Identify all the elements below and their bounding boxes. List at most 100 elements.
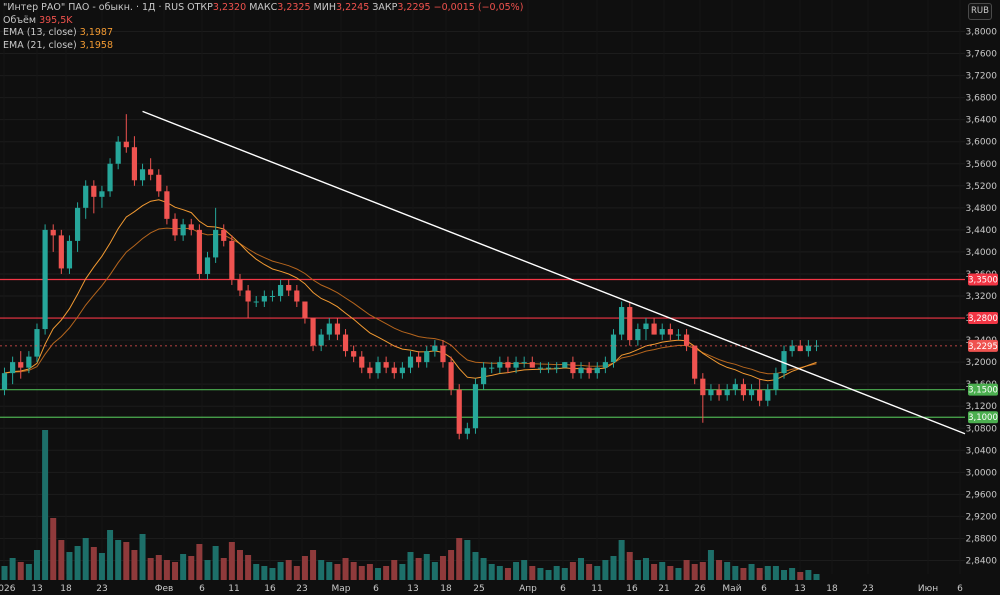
currency-badge[interactable]: RUB [968,3,992,20]
bullish-candle [643,323,649,330]
volume-bar [375,568,382,580]
bullish-candle [675,334,682,336]
volume-bar [342,558,349,580]
volume-bar [163,560,170,580]
time-tick-label: 21 [658,584,669,594]
candlesticks [1,114,820,440]
bearish-candle [188,224,194,230]
bullish-candle [375,362,381,374]
high-label: МАКС [249,2,278,13]
bullish-candle [115,141,121,164]
bearish-candle [383,362,389,368]
volume-bar [797,572,804,580]
volume-bar [521,560,528,580]
time-tick-label: 18 [60,584,72,594]
volume-bar [707,550,714,580]
bullish-candle [635,329,641,341]
time-tick-label: Май [722,584,741,594]
price-tick-label: 3,4400 [966,226,998,236]
volume-bar [602,560,609,580]
bullish-candle [204,257,211,274]
volume-bar [634,560,641,580]
price-tick-label: 3,4800 [966,204,998,214]
price-tick-label: 3,1200 [966,402,998,412]
volume-bar [155,555,162,580]
volume-bar [220,558,227,580]
ema13-line [4,199,817,382]
volume-bar [537,568,544,580]
price-axis[interactable]: 3,8000 3,7600 3,7200 3,6800 3,6400 3,6000 3,56… [966,28,998,567]
volume-bar [1,566,8,580]
bearish-candle [716,389,722,396]
price-tick-label: 3,7200 [966,72,998,82]
bearish-candle [586,367,592,374]
current-price-tag-label: 3,2295 [968,342,998,352]
price-tick-label: 3,5200 [966,182,998,192]
volume-bar [310,550,317,580]
volume-bar [253,564,260,580]
volume-bar [334,564,341,580]
volume-bar [98,553,105,580]
bearish-candle [334,323,341,335]
price-tick-label: 2,9600 [966,490,998,500]
time-axis[interactable]: 2026 13 18 23 Фев 6 11 16 23 Мар 6 13 18 25 Апр 6 11 16 21… [0,584,963,594]
volume-bar [675,568,682,580]
bullish-candle [277,284,284,296]
volume-bar [131,550,138,580]
bearish-candle [627,307,633,341]
price-tick-label: 3,6800 [966,94,998,104]
legend-ema21-row[interactable]: EMA (21, close) 3,1958 [3,40,523,53]
bullish-candle [708,389,714,396]
time-tick-label: Июн [918,584,938,594]
volume-bar [781,570,788,580]
chart-grid [0,31,965,561]
bullish-candle [26,356,32,368]
volume-bar [659,562,666,580]
volume-bar [651,564,658,580]
bearish-candle [196,229,202,274]
trendline[interactable] [142,110,966,435]
volume-bar [439,556,446,580]
price-tag-label: 3,2800 [968,314,998,324]
bullish-candle [732,384,738,390]
bullish-candle [513,362,519,368]
time-tick-label: 13 [31,584,42,594]
volume-bars [1,430,820,580]
bullish-candle [480,367,487,385]
volume-bar [318,560,325,580]
volume-bar [293,566,300,580]
bearish-candle [448,362,454,390]
bullish-candle [83,185,89,208]
bullish-candle [99,191,105,197]
bullish-candle [399,367,405,374]
price-tick-label: 3,2000 [966,358,998,368]
bearish-candle [667,329,673,335]
horizontal-levels[interactable] [0,278,965,418]
volume-bar [610,556,617,580]
volume-bar [196,544,203,580]
volume-bar [285,560,292,580]
volume-bar [188,556,195,580]
bearish-candle [391,367,397,374]
ema21-value: 3,1958 [79,39,114,51]
bearish-candle [237,279,243,291]
volume-bar [115,540,122,580]
time-tick-label: 13 [407,584,418,594]
volume-label: Объём [3,14,37,26]
time-tick-label: 13 [794,584,805,594]
volume-bar [82,538,89,580]
volume-bar [642,558,649,580]
volume-bar [358,566,365,580]
bearish-candle [570,362,576,374]
ema13-label: EMA (13, close) [3,27,77,38]
chart-legend: "Интер РАО" ПАО - обыкн. · 1Д · RUS ОТКР… [3,2,523,52]
price-tick-label: 3,0400 [966,446,998,456]
symbol-name[interactable]: "Интер РАО" ПАО - обыкн. · 1Д · RUS [3,2,185,13]
volume-bar [391,560,398,580]
ema21-line [4,227,817,375]
legend-ema13-row[interactable]: EMA (13, close) 3,1987 [3,27,523,40]
volume-bar [415,558,422,580]
legend-volume-row[interactable]: Объём 395,5K [3,15,523,28]
volume-bar [488,564,495,580]
